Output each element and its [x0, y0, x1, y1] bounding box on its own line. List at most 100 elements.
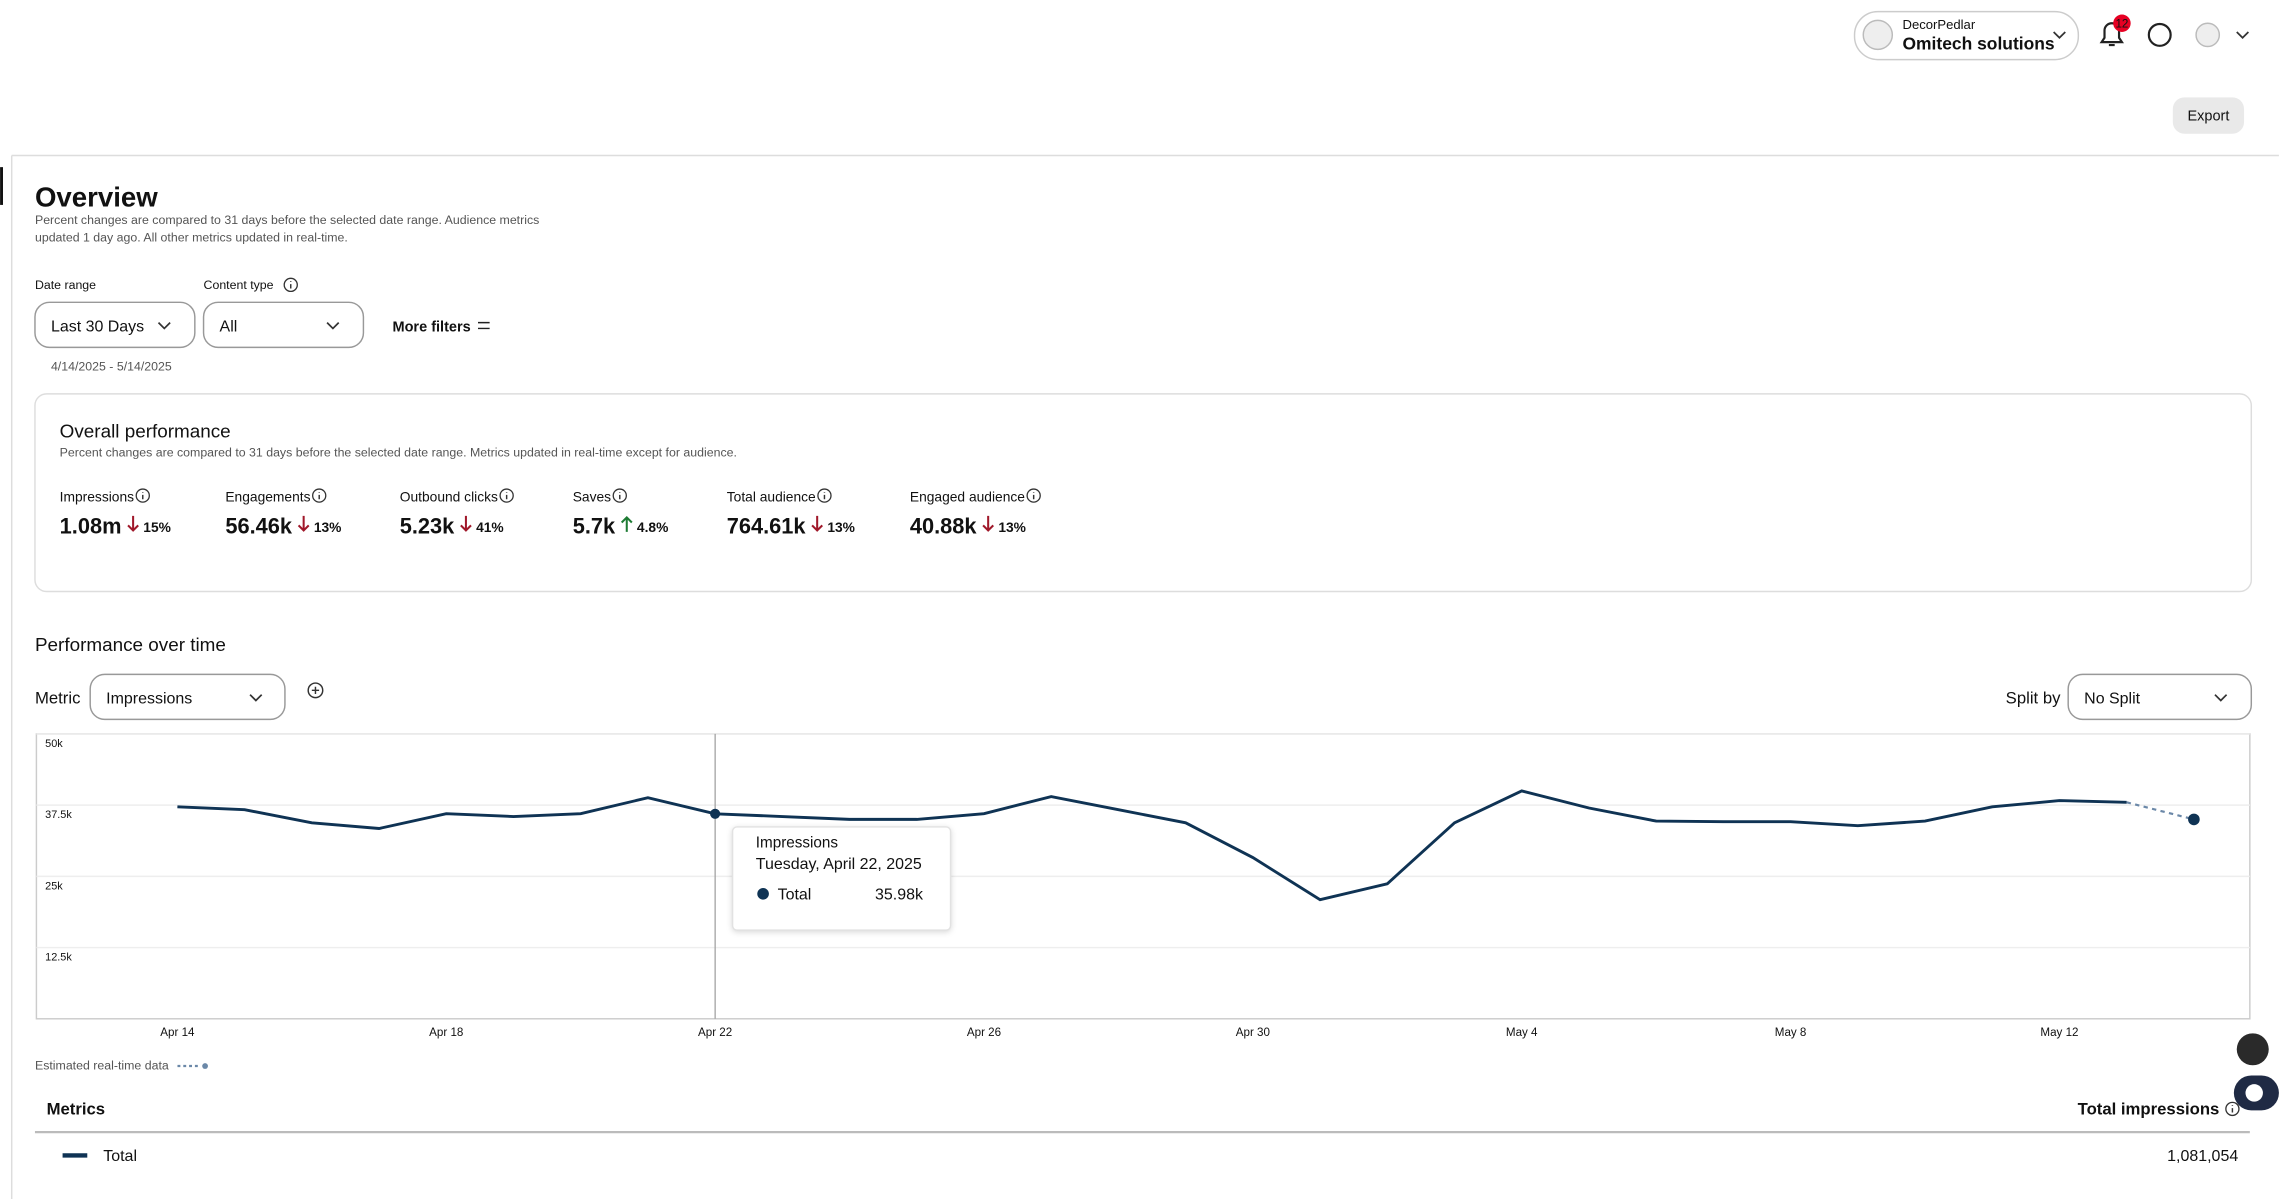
info-icon	[312, 488, 327, 503]
content-type-value: All	[220, 318, 238, 335]
split-dropdown[interactable]	[2067, 673, 2253, 721]
metric-value: 5.23k	[400, 513, 455, 538]
info-icon	[283, 277, 298, 293]
more-filters: More filters	[392, 319, 470, 335]
overall-subtitle: Percent changes are compared to 31 days …	[60, 445, 737, 459]
overview-description: updated 1 day ago. All other metrics upd…	[35, 230, 348, 244]
business-name: Omitech solutions	[1903, 33, 2055, 53]
x-tick-label: Apr 22	[698, 1026, 732, 1039]
change-arrow	[811, 515, 823, 532]
filter-icon[interactable]	[478, 321, 490, 330]
account-switcher[interactable]	[1853, 10, 2080, 61]
metric-change: 15%	[143, 520, 171, 535]
metric-name: Impressions	[60, 489, 134, 504]
x-tick-label: Apr 26	[967, 1026, 1001, 1039]
x-tick-label: May 8	[1775, 1026, 1807, 1039]
tooltip-date: Tuesday, April 22, 2025	[756, 856, 922, 873]
x-tick-label: Apr 18	[429, 1026, 463, 1039]
split-value: No Split	[2084, 690, 2140, 707]
metric-change: 13%	[314, 520, 342, 535]
overall-title: Overall performance	[60, 421, 231, 442]
filter-label: Date range	[35, 278, 96, 292]
notification-count: 12	[2115, 18, 2128, 31]
hover-point	[710, 808, 721, 819]
change-arrow	[620, 515, 633, 532]
metric-change: 13%	[998, 520, 1026, 535]
chevron	[2053, 31, 2066, 40]
split-label: Split by	[2006, 688, 2061, 707]
content-type-dropdown[interactable]	[202, 301, 365, 349]
info-icon	[135, 488, 150, 503]
metric-value: 1.08m	[60, 513, 122, 538]
account-name: DecorPedlar	[1903, 17, 1976, 32]
x-tick-label: Apr 30	[1236, 1026, 1270, 1039]
tooltip-value: 35.98k	[875, 887, 923, 904]
row-label: Total	[103, 1148, 137, 1165]
change-arrow	[127, 515, 139, 532]
info-icon	[1026, 488, 1041, 503]
line-series	[177, 789, 2127, 902]
filter-label: Content type	[204, 278, 274, 292]
overall-card	[34, 393, 2253, 593]
info-icon	[612, 488, 627, 503]
export-button[interactable]	[2172, 97, 2245, 134]
table-header: Metrics	[47, 1100, 105, 1119]
metric-value: 764.61k	[727, 513, 807, 538]
chevron	[2214, 694, 2228, 702]
x-tick-label: Apr 14	[160, 1026, 195, 1039]
floating-chat-icon	[2245, 1084, 2263, 1102]
info-icon	[817, 488, 832, 503]
tooltip-title: Impressions	[756, 834, 839, 851]
metric-value: 56.46k	[225, 513, 293, 538]
metric-change: 4.8%	[637, 520, 668, 535]
chevron	[157, 322, 171, 330]
performance-title: Performance over time	[35, 635, 226, 656]
metric-name: Engagements	[225, 489, 310, 504]
metric-value: 40.88k	[910, 513, 978, 538]
overview-description: Percent changes are compared to 31 days …	[35, 213, 539, 227]
y-tick-label: 25k	[45, 880, 63, 892]
overview-title: Overview	[35, 181, 158, 212]
change-arrow	[297, 515, 310, 532]
estimated-note: Estimated real-time data	[35, 1059, 169, 1073]
add-glyph	[311, 686, 320, 694]
account-avatar	[1862, 19, 1894, 51]
metric-change: 13%	[827, 520, 855, 535]
profile-avatar[interactable]	[2195, 22, 2221, 48]
chevron	[2236, 31, 2250, 40]
x-tick-label: May 12	[2040, 1026, 2078, 1039]
table-header: Total impressions	[2078, 1100, 2220, 1119]
change-arrow	[982, 515, 994, 532]
info-icon	[499, 488, 514, 503]
x-tick-label: May 4	[1506, 1026, 1538, 1039]
metric-name: Total audience	[727, 489, 816, 504]
row-value: 1,081,054	[2167, 1148, 2238, 1165]
estimated-legend-dot	[202, 1063, 208, 1069]
change-arrow	[460, 515, 472, 532]
metric-dropdown[interactable]	[89, 673, 286, 721]
metric-name: Engaged audience	[910, 489, 1025, 504]
tooltip	[731, 826, 952, 931]
y-tick-label: 12.5k	[45, 952, 72, 964]
estimated-segment	[2126, 801, 2195, 821]
date-span: 4/14/2025 - 5/14/2025	[51, 360, 172, 374]
metric-value: Impressions	[106, 690, 192, 707]
y-tick-label: 37.5k	[45, 809, 72, 821]
sidebar-indicator	[0, 167, 3, 205]
info-icon	[2225, 1101, 2240, 1117]
chevron	[249, 694, 263, 702]
metric-value: 5.7k	[573, 513, 616, 538]
tooltip-swatch	[757, 887, 769, 900]
messages-icon[interactable]	[2147, 22, 2172, 47]
estimated-point	[2188, 813, 2200, 826]
floating-widget[interactable]	[2236, 1033, 2269, 1066]
metric-name: Outbound clicks	[400, 489, 498, 504]
chevron	[326, 322, 340, 330]
metric-name: Saves	[573, 489, 611, 504]
date-range-dropdown[interactable]	[34, 301, 196, 349]
notification-badge	[2113, 14, 2131, 32]
add-metric-button[interactable]	[307, 682, 324, 699]
metric-change: 41%	[476, 520, 504, 535]
metric-label: Metric	[35, 688, 80, 707]
